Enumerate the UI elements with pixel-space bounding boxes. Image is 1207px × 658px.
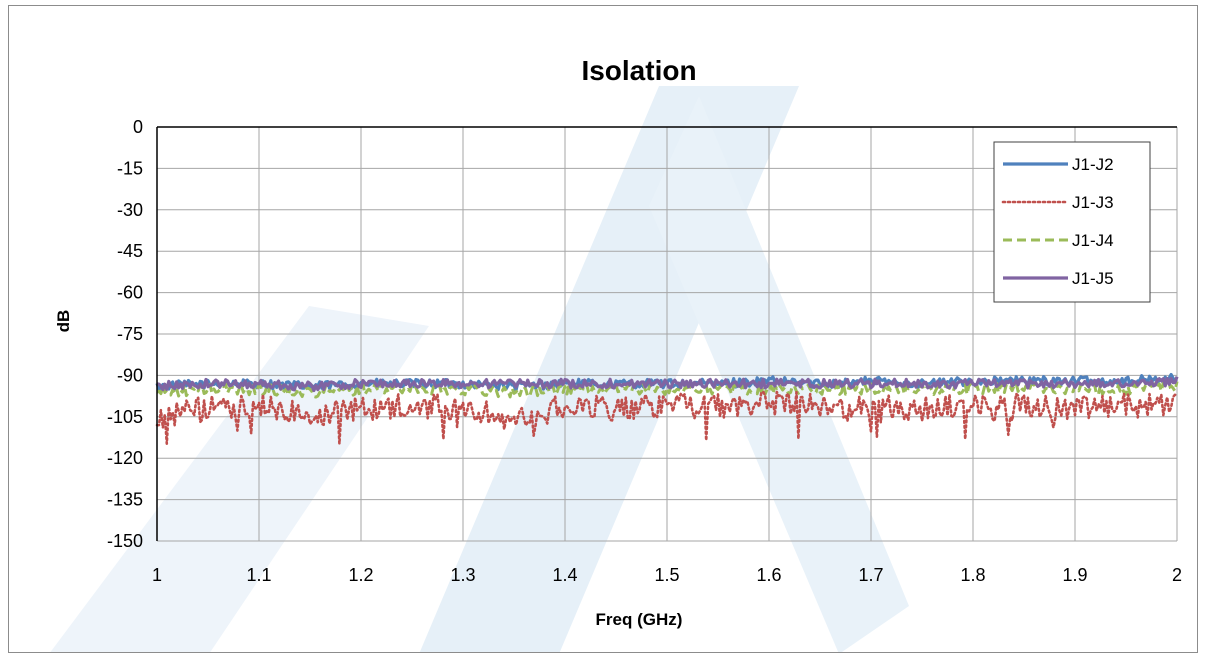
y-tick-label: -120 xyxy=(107,448,143,468)
x-tick-label: 2 xyxy=(1172,565,1182,585)
y-tick-label: -60 xyxy=(117,283,143,303)
x-tick-label: 1.8 xyxy=(960,565,985,585)
y-tick-label: -75 xyxy=(117,324,143,344)
x-tick-label: 1.6 xyxy=(756,565,781,585)
x-tick-label: 1.9 xyxy=(1062,565,1087,585)
x-tick-label: 1 xyxy=(152,565,162,585)
x-tick-label: 1.1 xyxy=(246,565,271,585)
series-line-j1-j4 xyxy=(156,380,1179,399)
series-lines xyxy=(155,372,1179,446)
watermark-stripe xyxy=(50,306,429,652)
series-line-j1-j3 xyxy=(155,390,1179,446)
series-line-j1-j5 xyxy=(156,376,1179,393)
y-tick-label: -150 xyxy=(107,531,143,551)
y-tick-label: -105 xyxy=(107,407,143,427)
axes: 0 -15 -30 -45 -60 -75 -90 -105 -120 -135 -150 1 1.1 1… xyxy=(107,117,1182,585)
chart-area: 0 -15 -30 -45 -60 -75 -90 -105 -120 -135 -150 1 1.1 1… xyxy=(8,5,1198,653)
legend-box xyxy=(993,141,1151,303)
legend: J1-J2 J1-J3 J1-J4 J1-J5 xyxy=(993,141,1151,303)
watermark-stripe xyxy=(649,96,909,652)
y-tick-label: -30 xyxy=(117,200,143,220)
y-tick-label: 0 xyxy=(133,117,143,137)
x-tick-label: 1.3 xyxy=(450,565,475,585)
legend-label-j1-j4: J1-J4 xyxy=(1072,231,1114,250)
y-tick-label: -45 xyxy=(117,241,143,261)
y-tick-label: -90 xyxy=(117,365,143,385)
x-axis-title: Freq (GHz) xyxy=(596,610,683,629)
gridlines xyxy=(156,126,1178,542)
x-tick-label: 1.5 xyxy=(654,565,679,585)
x-tick-label: 1.7 xyxy=(858,565,883,585)
legend-label-j1-j5: J1-J5 xyxy=(1072,269,1114,288)
x-tick-label: 1.2 xyxy=(348,565,373,585)
y-axis-title: dB xyxy=(54,310,73,333)
x-tick-label: 1.4 xyxy=(552,565,577,585)
legend-label-j1-j2: J1-J2 xyxy=(1072,155,1114,174)
chart-title: Isolation xyxy=(581,55,696,86)
legend-label-j1-j3: J1-J3 xyxy=(1072,193,1114,212)
y-tick-label: -15 xyxy=(117,158,143,178)
isolation-chart: 0 -15 -30 -45 -60 -75 -90 -105 -120 -135 -150 1 1.1 1… xyxy=(50,55,1182,652)
y-tick-label: -135 xyxy=(107,490,143,510)
